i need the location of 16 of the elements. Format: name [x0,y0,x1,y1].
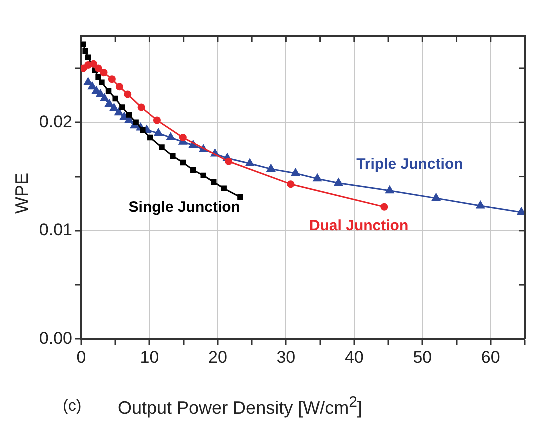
y-tick-label: 0.02 [39,112,72,132]
x-tick-label: 60 [481,348,500,368]
y-axis-title: WPE [12,172,32,214]
series-label: Single Junction [128,198,240,216]
x-tick-label: 50 [413,348,432,368]
x-tick-label: 40 [344,348,364,368]
x-tick-label: 10 [140,348,160,368]
text: (c) [63,398,82,416]
y-tick-label: 0.01 [39,220,72,240]
series-label: Dual Junction [309,218,409,235]
x-tick-label: 0 [76,348,86,368]
x-tick-label: 20 [208,348,228,368]
y-tick-label: 0.00 [39,328,72,348]
x-tick-label: 30 [276,348,296,368]
x-axis-title: Output Power Density [W/cm$^{2}$] [118,394,362,419]
series-label: Triple Junction [356,156,464,174]
